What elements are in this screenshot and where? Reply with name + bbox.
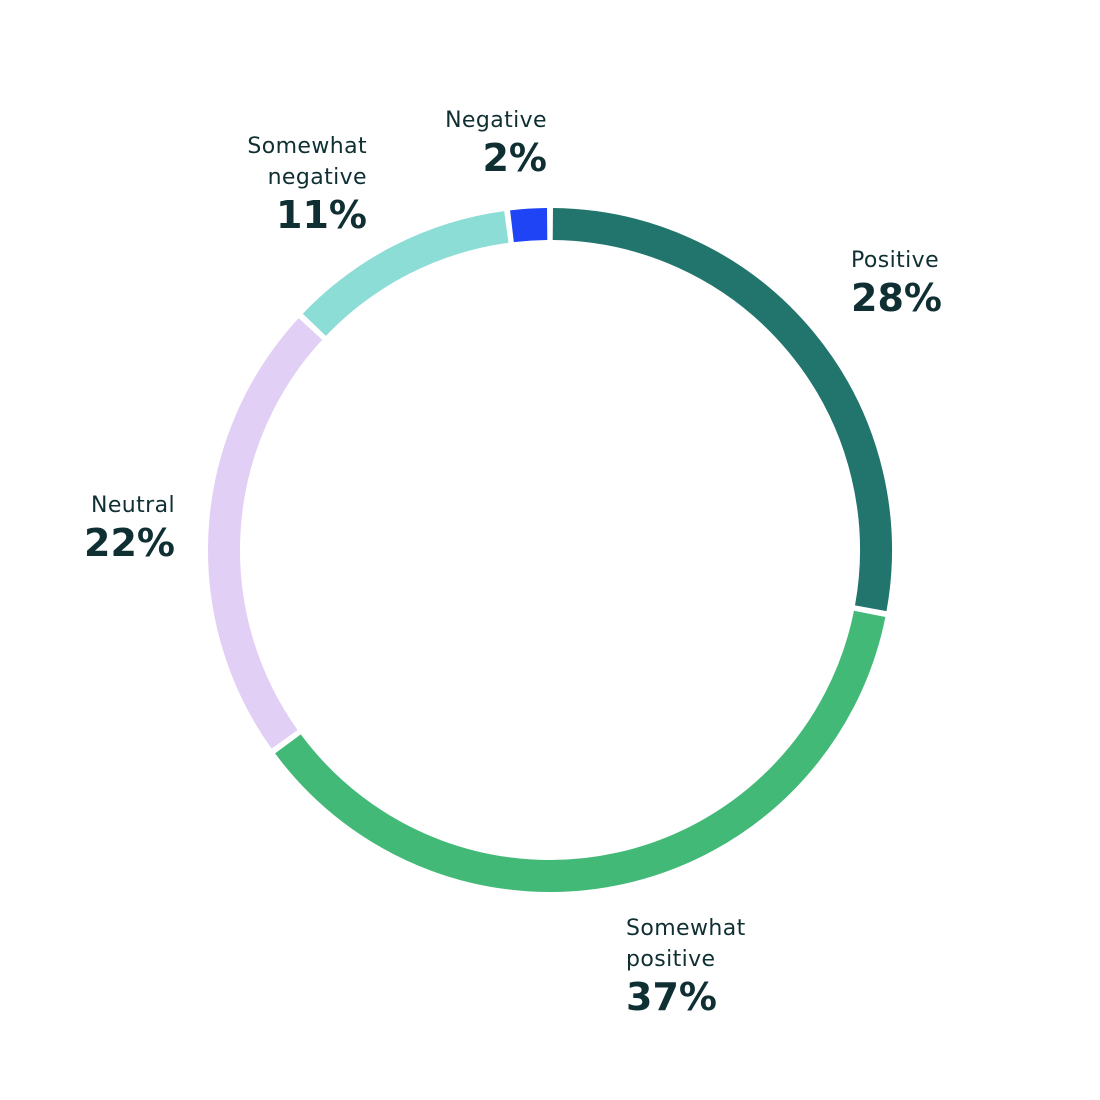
label-positive: Positive 28% — [851, 245, 942, 320]
slice-somewhat-positive — [275, 610, 886, 892]
slice-neutral — [208, 318, 323, 749]
label-neutral-name: Neutral — [90, 493, 175, 518]
label-somewhat-negative: Somewhat negative 11% — [200, 131, 367, 237]
label-positive-name: Positive — [851, 248, 940, 273]
label-neutral-value: 22% — [84, 521, 175, 565]
label-negative-value: 2% — [482, 136, 547, 180]
slice-positive — [552, 208, 892, 612]
label-somewhat-positive: Somewhat positive 37% — [626, 913, 746, 1019]
label-somewhat-positive-name: Somewhat positive — [626, 916, 746, 972]
label-negative-name: Negative — [445, 108, 547, 133]
label-positive-value: 28% — [851, 276, 942, 320]
label-somewhat-positive-value: 37% — [626, 975, 717, 1019]
label-negative: Negative 2% — [420, 105, 547, 180]
label-somewhat-negative-value: 11% — [276, 193, 367, 237]
label-neutral: Neutral 22% — [60, 490, 175, 565]
slice-somewhat-negative — [302, 211, 509, 336]
slice-negative — [510, 208, 548, 243]
label-somewhat-negative-name: Somewhat negative — [247, 134, 367, 190]
